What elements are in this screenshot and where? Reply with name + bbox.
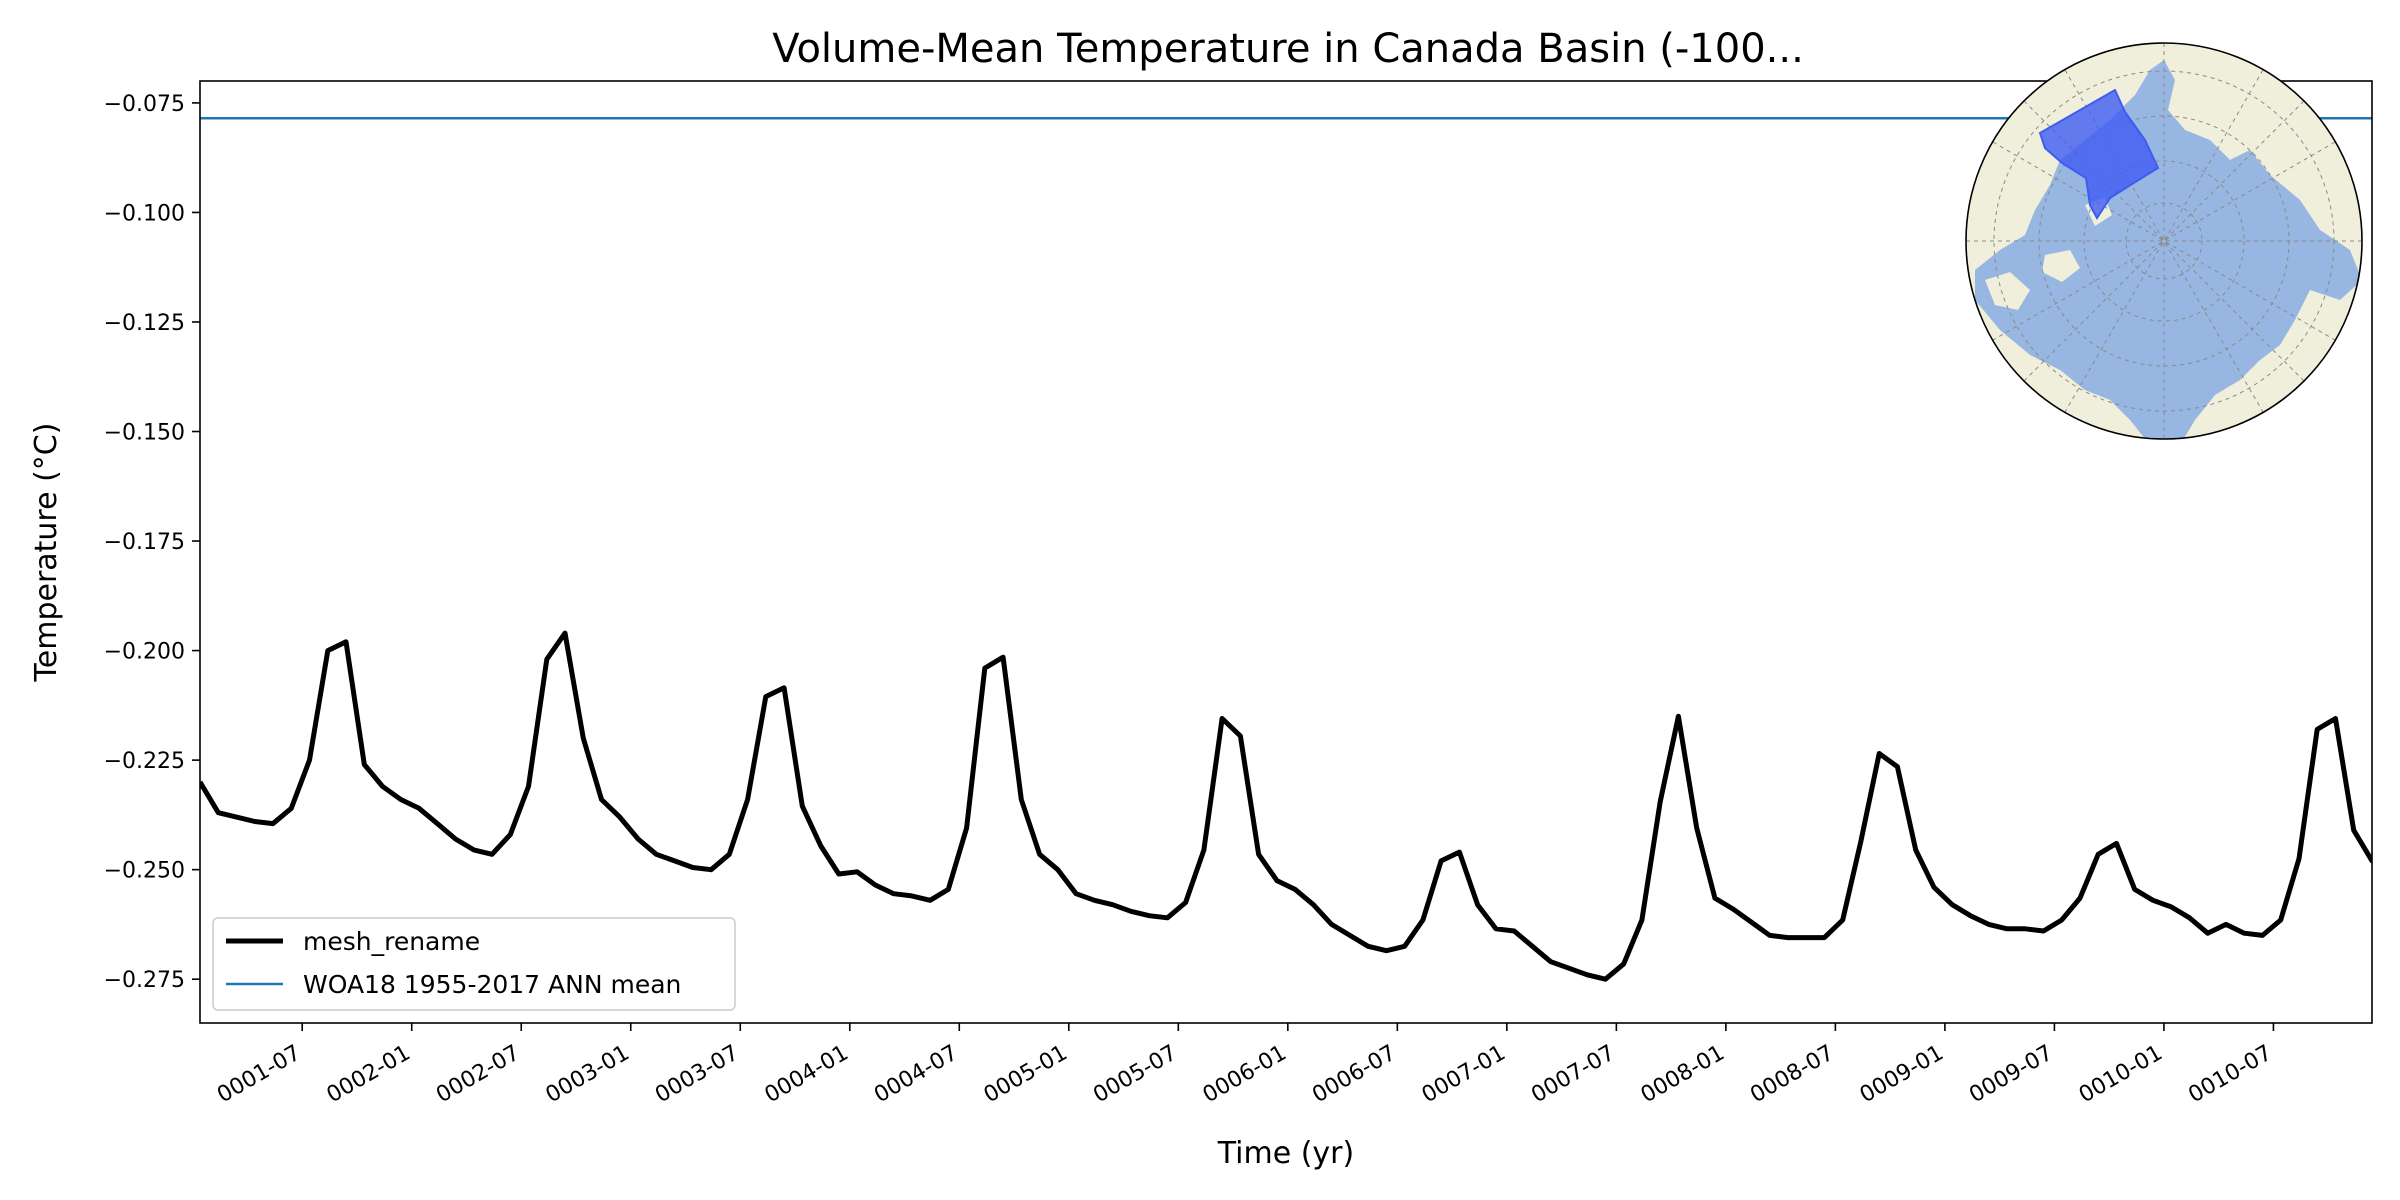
y-axis: −0.275 −0.250 −0.225 −0.200 −0.175 −0.150 −0.1… — [104, 92, 200, 993]
legend-label-mesh-rename: mesh_rename — [303, 927, 480, 956]
map-border — [1965, 42, 2363, 440]
y-tick-label: −0.075 — [104, 92, 185, 117]
legend-box — [212, 917, 736, 1011]
map-island — [1985, 272, 2030, 310]
inset-map — [1965, 42, 2363, 440]
y-tick-label: −0.150 — [104, 421, 185, 446]
y-tick-label: −0.125 — [104, 311, 185, 336]
series-line-mesh-rename — [200, 630, 2372, 982]
map-island — [2042, 250, 2080, 282]
y-tick-label: −0.100 — [104, 201, 185, 226]
y-axis-label: Temperature (°C) — [29, 423, 64, 683]
y-tick-label: −0.275 — [104, 968, 185, 993]
plot-frame — [199, 80, 2373, 1024]
canada-basin-region — [2038, 88, 2160, 220]
x-axis-label: Time (yr) — [1217, 1136, 1354, 1171]
y-tick-label: −0.175 — [104, 530, 185, 555]
chart-title: Volume-Mean Temperature in Canada Basin … — [772, 26, 1804, 72]
y-tick-label: −0.225 — [104, 749, 185, 774]
legend: mesh_rename WOA18 1955-2017 ANN mean — [212, 917, 736, 1011]
y-tick-label: −0.250 — [104, 859, 185, 884]
legend-label-woa18: WOA18 1955-2017 ANN mean — [303, 970, 681, 999]
y-tick-label: −0.200 — [104, 640, 185, 665]
